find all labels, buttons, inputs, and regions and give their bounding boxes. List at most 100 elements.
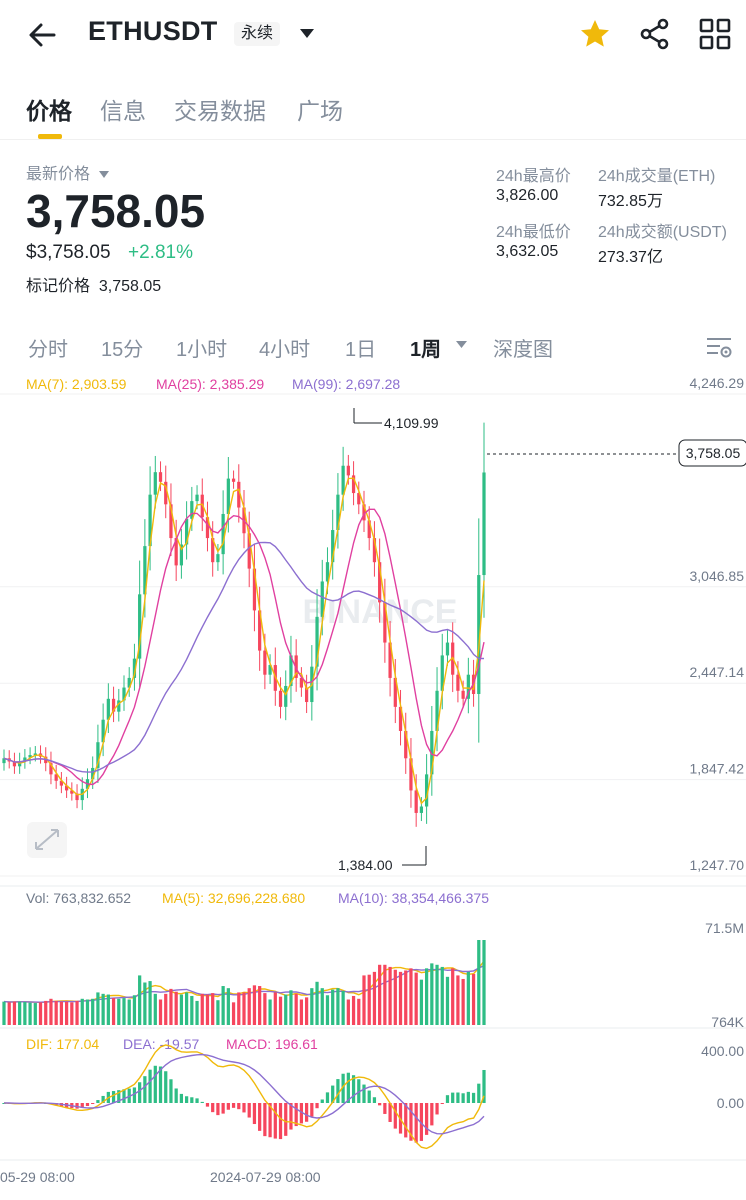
candle-body (216, 554, 220, 563)
interval-1h[interactable]: 1小时 (176, 339, 228, 361)
high-24h-value: 3,826.00 (496, 187, 559, 204)
candle-body (101, 719, 105, 743)
volume-bar (70, 1002, 74, 1025)
volume-bar (184, 992, 189, 1025)
macd-axis-zero: 0.00 (717, 1095, 744, 1111)
candle-body (263, 650, 267, 675)
caret-down-icon[interactable] (298, 27, 316, 39)
candle-body (148, 494, 152, 547)
volume-bar (299, 999, 304, 1025)
volume-bar (336, 988, 340, 1025)
candle-body (226, 478, 230, 514)
candle-body (174, 538, 178, 566)
candle-body (331, 530, 335, 563)
volume-bar (409, 968, 413, 1025)
macd-histogram-bar (148, 1069, 152, 1103)
last-price-label[interactable]: 最新价格 (26, 160, 110, 184)
kline-chart[interactable]: BINANCE MA(7): 2,903.59 MA(25): 2,385.29… (0, 368, 746, 1188)
macd-histogram-bar (200, 1101, 204, 1103)
volume-bar (91, 998, 95, 1025)
caret-down-icon (99, 171, 110, 178)
volume-bar (148, 981, 152, 1025)
low-marker: 1,384.00 (338, 857, 393, 873)
interval-1w[interactable]: 1周 (410, 339, 442, 361)
volume-bar (28, 1002, 32, 1025)
kline-chart-area[interactable]: BINANCE MA(7): 2,903.59 MA(25): 2,385.29… (0, 368, 746, 1188)
volume-bar (451, 968, 455, 1025)
volume-bar (466, 971, 470, 1025)
macd-histogram-bar (331, 1085, 335, 1103)
share-icon[interactable] (638, 17, 672, 51)
macd-histogram-bar (231, 1103, 236, 1108)
chart-settings-icon[interactable] (704, 333, 734, 361)
candle-body (320, 581, 324, 617)
candle-body (299, 677, 304, 688)
ma7-label: MA(7): 2,903.59 (26, 376, 127, 392)
volume-bar (80, 998, 84, 1025)
caret-down-icon[interactable] (455, 340, 468, 349)
interval-4h[interactable]: 4小时 (259, 339, 311, 361)
candle-body (409, 758, 413, 791)
macd-histogram-bar (351, 1075, 356, 1103)
macd-histogram-bar (75, 1103, 79, 1109)
candle-body (289, 655, 293, 686)
candle-body (430, 730, 434, 775)
star-icon[interactable] (578, 17, 612, 51)
volume-bar (85, 999, 90, 1025)
volume-bar (75, 1000, 79, 1025)
volume-bar (33, 1003, 37, 1025)
interval-15m[interactable]: 15分 (101, 339, 144, 361)
macd-histogram-bar (362, 1084, 366, 1103)
macd-histogram-bar (289, 1103, 293, 1130)
volume-bar (304, 997, 309, 1025)
price-summary: 最新价格 3,758.05 $3,758.05 +2.81% 标记价格 3,75… (26, 160, 205, 295)
volume-bar (179, 994, 184, 1025)
macd-histogram-bar (143, 1076, 147, 1103)
interval-depth[interactable]: 深度图 (493, 339, 553, 361)
macd-histogram-bar (471, 1092, 476, 1103)
volume-bar (169, 988, 173, 1025)
candle-body (367, 520, 371, 539)
expand-button[interactable] (27, 822, 67, 858)
interval-1d[interactable]: 1日 (345, 339, 377, 361)
candle-body (211, 538, 215, 563)
volume-ma5-label: MA(5): 32,696,228.680 (162, 890, 305, 906)
macd-histogram-bar (273, 1103, 277, 1139)
interval-timeline[interactable]: 分时 (28, 339, 68, 361)
candle-body (195, 494, 199, 502)
mark-price: 标记价格 3,758.05 (26, 272, 161, 296)
macd-histogram-bar (320, 1099, 324, 1103)
volume-bar (331, 989, 335, 1025)
symbol-title[interactable]: ETHUSDT (88, 16, 218, 46)
volume-bar (221, 986, 225, 1025)
candle-body (164, 481, 168, 505)
grid-icon[interactable] (698, 17, 732, 51)
mark-price-value: 3,758.05 (98, 278, 162, 295)
macd-histogram-bar (409, 1103, 413, 1141)
tab-price[interactable]: 价格 (26, 98, 72, 124)
candle-body (122, 687, 126, 701)
volume-bar (101, 993, 105, 1025)
volume-bar (211, 993, 215, 1025)
macd-histogram-bar (336, 1079, 340, 1103)
candle-body (153, 472, 157, 495)
volume-bar (263, 993, 267, 1025)
tab-info[interactable]: 信息 (100, 98, 146, 124)
macd-histogram-bar (111, 1091, 116, 1103)
candle-body (70, 790, 74, 794)
volume-bar (278, 996, 283, 1025)
candle-body (117, 700, 121, 712)
volume-usdt-value: 273.37亿 (598, 249, 663, 266)
tab-trading-data[interactable]: 交易数据 (174, 98, 266, 124)
macd-histogram-bar (315, 1103, 319, 1109)
volume-bar (398, 971, 403, 1025)
tab-square[interactable]: 广场 (297, 98, 343, 124)
macd-histogram-bar (440, 1103, 444, 1104)
candle-body (304, 687, 309, 703)
back-arrow-icon[interactable] (26, 18, 60, 52)
volume-bar (258, 986, 262, 1025)
volume-eth-value: 732.85万 (598, 193, 663, 210)
volume-bar (325, 995, 330, 1025)
volume-bar (216, 1000, 220, 1025)
ma99-line (3, 541, 485, 773)
